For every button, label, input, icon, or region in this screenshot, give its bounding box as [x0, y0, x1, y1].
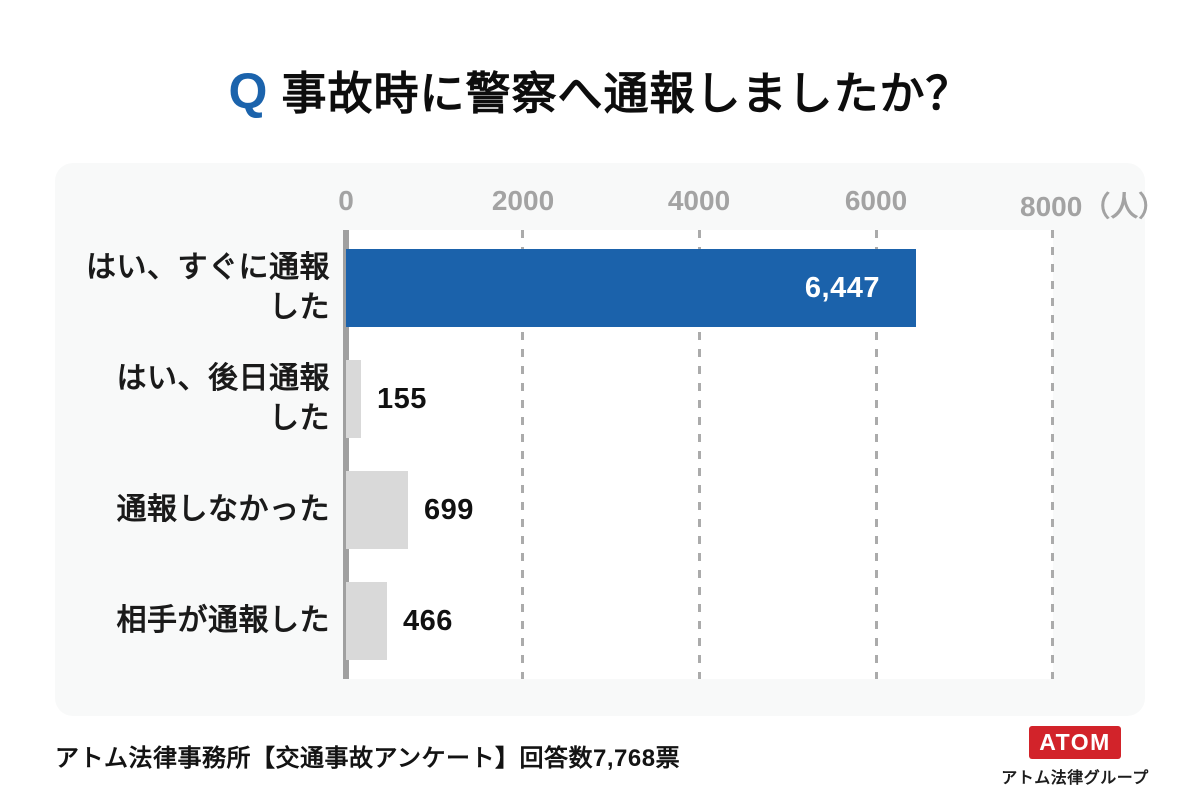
chart-panel: 0 2000 4000 6000 8000（人） はい、すぐに通報 した はい、… [55, 163, 1166, 716]
x-axis-unit: （人） [1082, 191, 1167, 222]
bar-value-label: 6,447 [804, 271, 880, 304]
bar-did-not-report [346, 471, 408, 549]
bar-immediately-reported: 6,447 [346, 249, 916, 327]
gridline-8000 [1051, 230, 1054, 679]
x-tick-0: 0 [338, 185, 354, 216]
atom-logo-text: ATOM [1039, 729, 1111, 755]
x-tick-2000: 2000 [491, 185, 555, 216]
category-label-other-party-reported: 相手が通報した [116, 604, 330, 637]
bar-row: 699 [346, 471, 1145, 549]
chart-title: Q 事故時に警察へ通報しましたか？ [0, 58, 1200, 128]
x-tick-8000-value: 8000 [1020, 191, 1083, 222]
gridline-4000 [698, 230, 701, 679]
source-text: アトム法律事務所【交通事故アンケート】回答数7,768票 [55, 745, 681, 772]
chart-title-text: 事故時に警察へ通報しましたか？ [281, 67, 972, 119]
bar-row: 155 [346, 360, 1145, 438]
bar-reported-later [346, 360, 361, 438]
x-tick-8000: 8000（人） [1020, 185, 1167, 222]
bar-value-label: 155 [377, 382, 427, 415]
gridline-2000 [521, 230, 524, 679]
category-label-did-not-report: 通報しなかった [116, 493, 330, 526]
x-tick-4000: 4000 [667, 185, 731, 216]
bar-value-label: 466 [403, 604, 453, 637]
category-label-immediately-reported: はい、すぐに通報 した [86, 251, 330, 324]
x-tick-6000: 6000 [844, 185, 908, 216]
gridline-6000 [875, 230, 878, 679]
bar-value-label: 699 [424, 493, 474, 526]
atom-logo-subtext: アトム法律グループ [1001, 770, 1149, 787]
bar-row: 6,447 [346, 249, 1145, 327]
atom-logo-box: ATOM [1029, 726, 1121, 759]
bar-other-party-reported [346, 582, 387, 660]
q-mark: Q [228, 63, 268, 119]
y-axis-line [343, 230, 349, 679]
atom-logo: ATOM アトム法律グループ [995, 726, 1155, 788]
bar-row: 466 [346, 582, 1145, 660]
category-label-reported-later: はい、後日通報 した [116, 362, 330, 435]
